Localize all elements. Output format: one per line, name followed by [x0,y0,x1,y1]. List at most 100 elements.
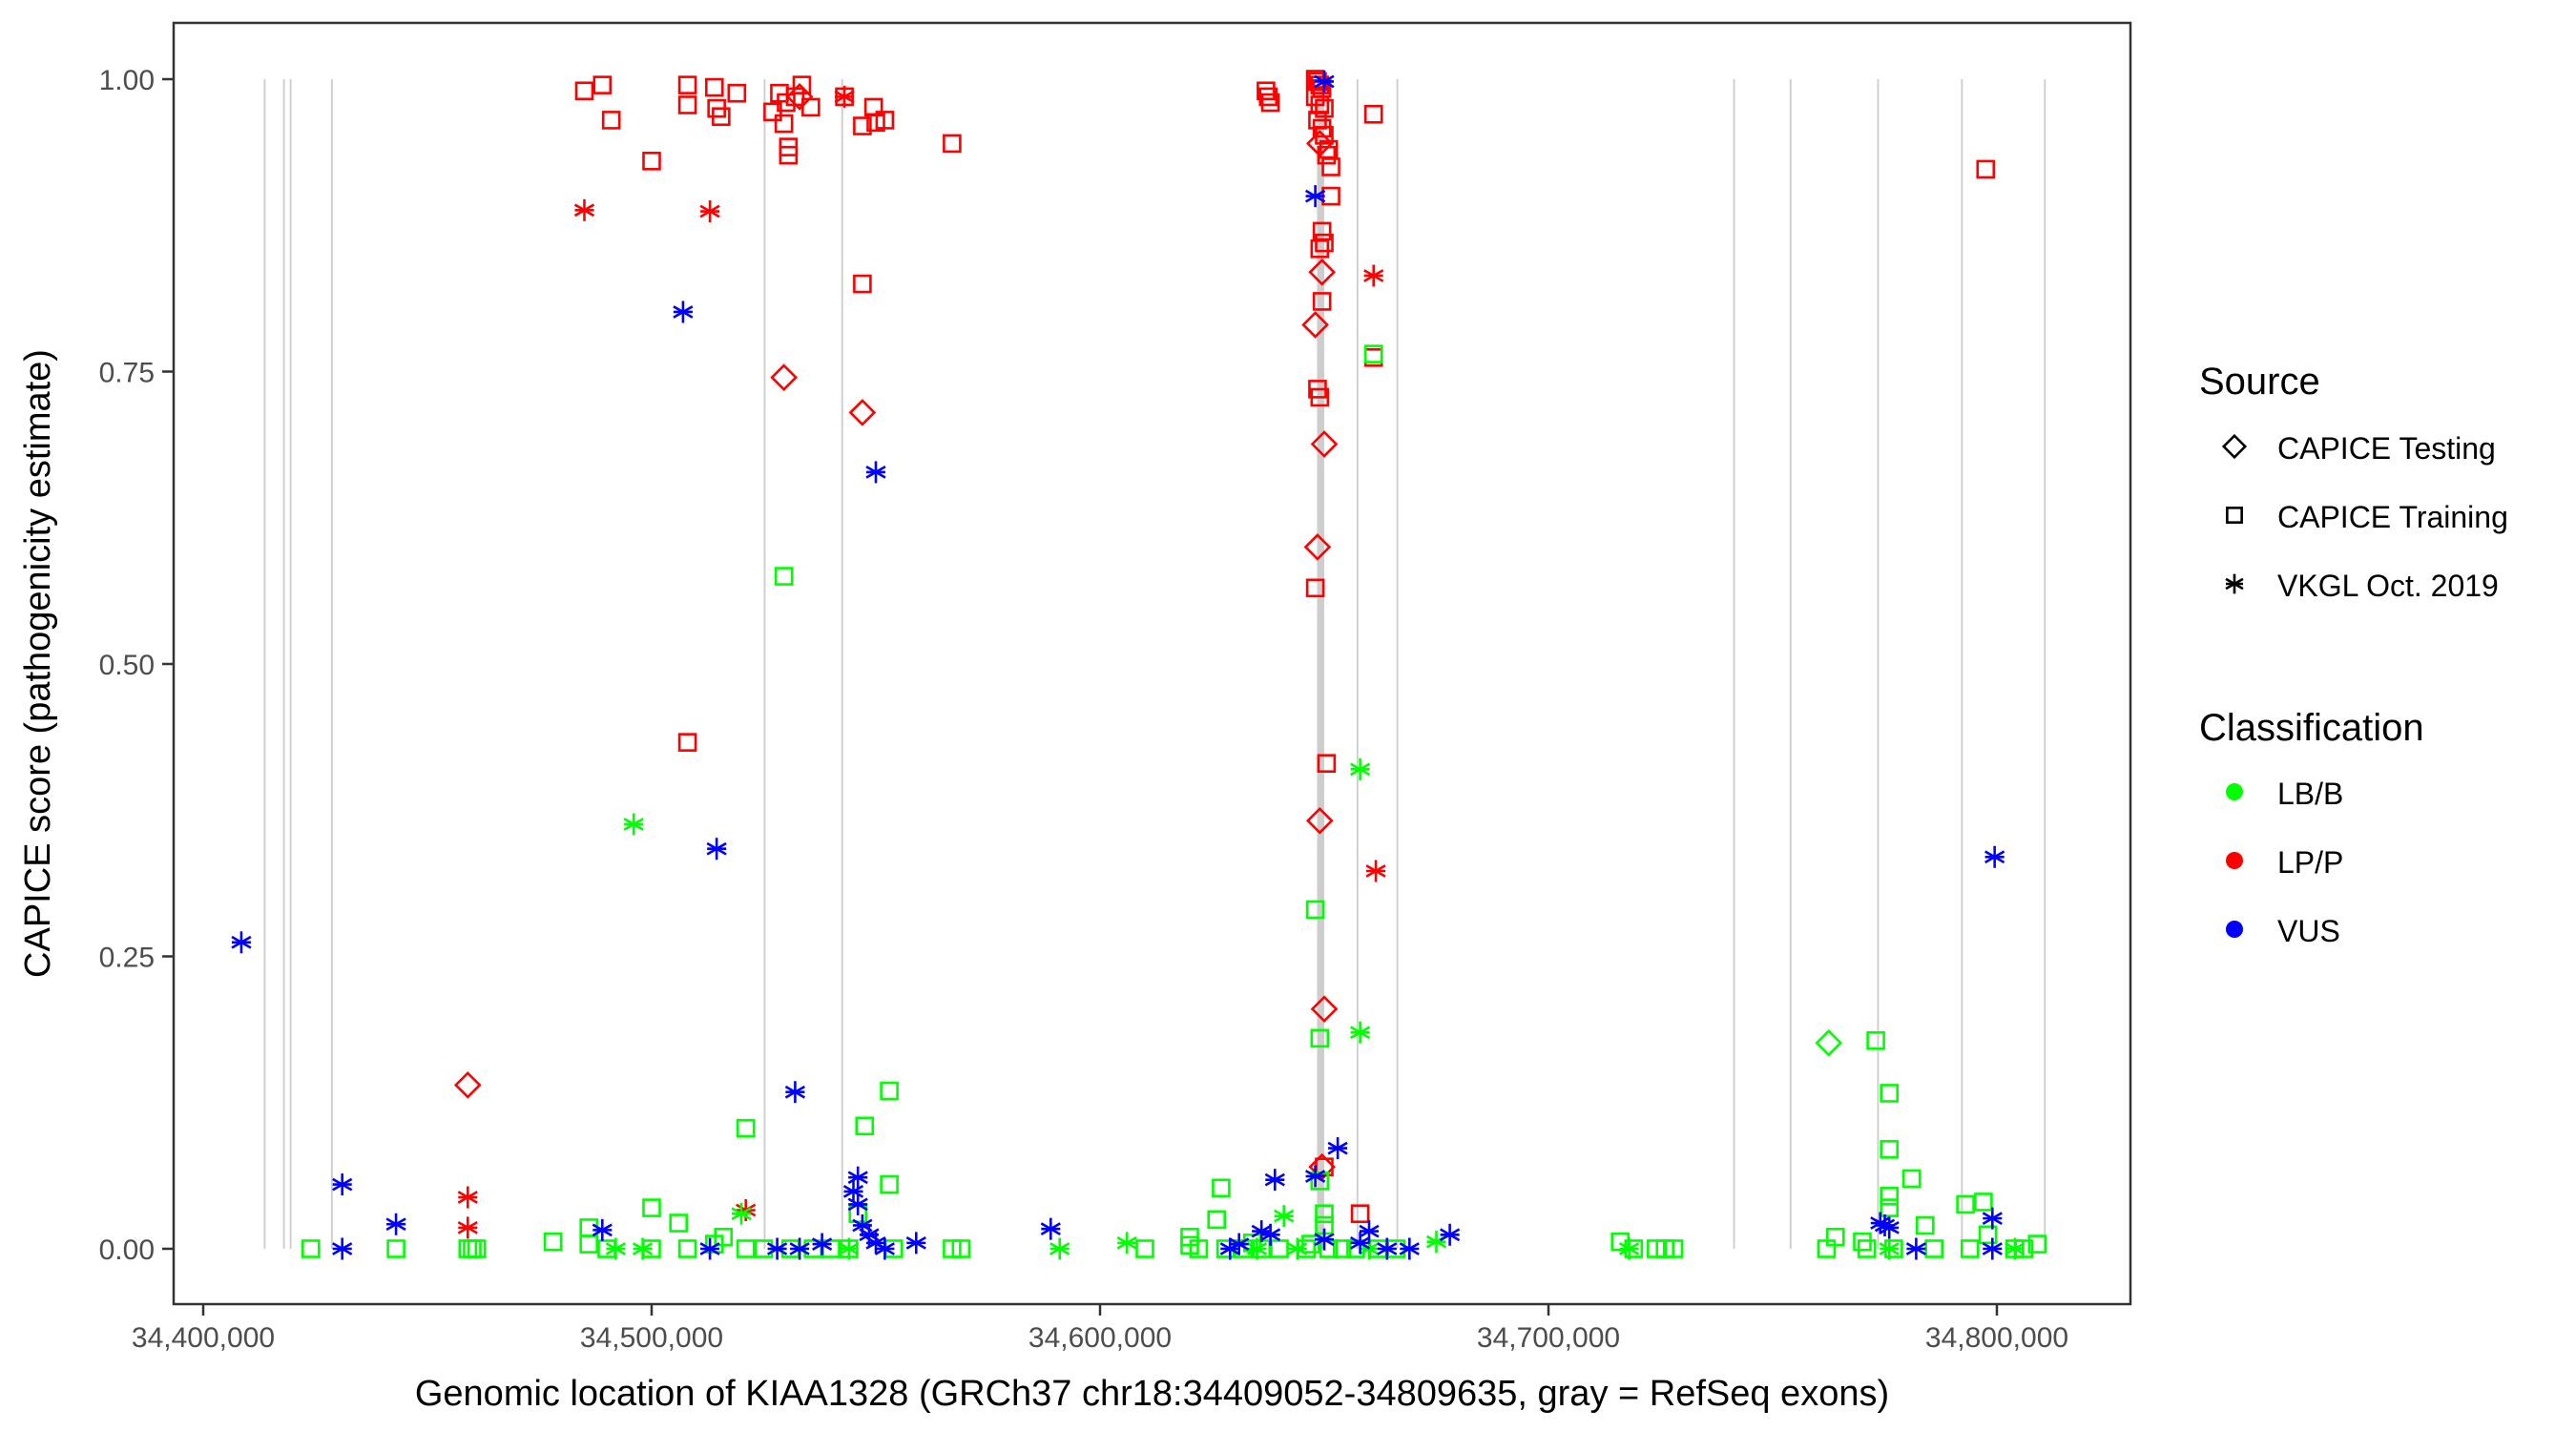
data-point [1879,1237,1900,1260]
data-point [842,1180,864,1203]
data-point [951,1239,971,1258]
data-point [677,733,697,752]
data-point [811,1233,833,1255]
data-point [1880,1187,1899,1206]
data-point [605,1237,627,1260]
data-point [642,1198,661,1217]
data-point [669,1213,689,1233]
data-point [1961,1239,1980,1258]
legend-key-diamond-icon [2221,433,2248,460]
x-tick-label: 34,600,000 [1028,1322,1172,1354]
data-point [1377,1237,1398,1260]
x-tick-label: 34,400,000 [132,1322,275,1354]
data-point [385,1213,406,1235]
y-tick-label: 0.25 [99,943,155,974]
data-point [1116,1232,1137,1255]
data-point [1349,1021,1371,1044]
data-point [839,1237,860,1260]
data-point [231,931,252,954]
data-point [457,1186,478,1209]
data-point [1363,344,1383,363]
data-point [1304,185,1326,208]
data-point [865,461,886,484]
data-point [706,838,727,861]
data-point [853,116,872,135]
data-points [231,70,2047,1260]
data-point [301,1239,321,1258]
data-point [1317,754,1337,774]
data-point [1312,221,1332,241]
exon-line [330,79,333,1249]
data-point [1305,130,1334,157]
data-point [1304,1165,1326,1188]
data-point [1314,1228,1335,1251]
legend-source-title: Source [2199,361,2320,403]
y-tick-label: 1.00 [99,65,155,96]
legend-key-square-icon [2226,507,2243,524]
data-point [2005,1237,2025,1260]
data-point [1314,70,1335,93]
exon-line [282,79,285,1249]
data-point [1974,1192,1993,1212]
y-tick-label: 0.75 [99,358,155,389]
y-axis-title: CAPICE score (pathogenicity estimate) [18,349,58,978]
data-point [1327,1137,1348,1160]
exon-line [1396,79,1399,1249]
data-point [1984,845,2005,868]
data-point [789,1237,810,1260]
data-point [601,111,621,130]
x-tick-label: 34,800,000 [1925,1322,2068,1354]
legend-classification-title: Classification [2199,707,2424,749]
data-point [1274,1205,1295,1228]
data-point [1826,1227,1845,1247]
data-point [774,567,794,586]
exon-line [289,79,292,1249]
data-point [1399,1237,1420,1260]
data-point [736,1239,756,1258]
data-point [623,813,644,836]
exon-line [1789,79,1792,1249]
legend-classification-label: VUS [2277,914,2340,948]
x-tick-label: 34,500,000 [580,1322,723,1354]
exon-line [1877,79,1880,1249]
data-point [1350,1204,1370,1224]
data-point [579,1234,599,1254]
data-point [1924,1239,1943,1258]
data-point [1333,1239,1352,1258]
data-point [763,102,782,122]
data-point [573,198,595,221]
data-point [727,83,747,103]
data-point [1310,1028,1330,1048]
data-point [1664,1239,1684,1258]
data-point [905,1232,926,1255]
data-point [874,1237,896,1260]
data-point [1310,387,1330,407]
data-point [1135,1239,1154,1258]
data-point [1901,1169,1922,1189]
data-point [1315,233,1334,253]
data-point [875,111,895,130]
data-point [386,1239,405,1258]
legend-source-label: VKGL Oct. 2019 [2277,569,2499,603]
data-point [1049,1237,1070,1260]
data-point [574,81,594,101]
data-point [1212,1178,1231,1198]
y-tick-label: 0.00 [99,1234,155,1266]
data-point [847,1166,868,1189]
data-point [1287,1237,1308,1260]
data-point [1259,1223,1281,1246]
exon-line [1317,79,1324,1249]
data-point [834,85,855,108]
legend-classification-entries: LB/B LP/P VUS [2226,777,2343,948]
data-point [766,1237,788,1260]
data-point [453,1071,482,1099]
data-point [1305,806,1334,835]
data-point [853,274,872,294]
legend-key-asterisk-icon [2225,573,2244,594]
x-tick-label: 34,700,000 [1477,1322,1620,1354]
legend-key-dot-icon [2226,783,2243,800]
data-point [1349,1232,1371,1255]
data-point [1303,533,1332,561]
data-point [736,1118,756,1138]
